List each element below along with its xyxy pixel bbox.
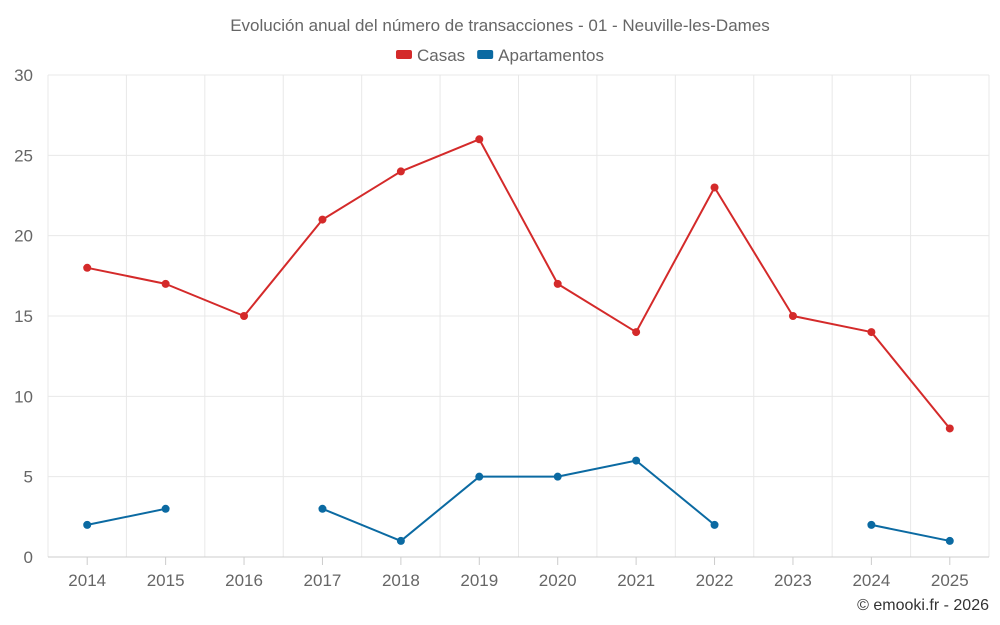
data-point[interactable] xyxy=(318,215,327,224)
y-tick-label: 25 xyxy=(14,146,33,165)
x-tick-label: 2024 xyxy=(852,571,890,590)
data-point[interactable] xyxy=(867,328,876,337)
x-tick-label: 2015 xyxy=(147,571,185,590)
series-line xyxy=(87,138,951,430)
data-point[interactable] xyxy=(475,135,484,144)
x-tick-label: 2025 xyxy=(931,571,969,590)
x-axis: 2014 2015 2016 2017 2018 2019 2020 2021 2022 2023… xyxy=(68,557,969,590)
data-point[interactable] xyxy=(553,279,562,288)
series-layer xyxy=(83,135,954,545)
series-line xyxy=(87,507,166,526)
legend: Casas Apartamentos xyxy=(395,46,604,65)
y-tick-label: 15 xyxy=(14,307,33,326)
data-point[interactable] xyxy=(553,472,562,481)
data-point[interactable] xyxy=(632,456,641,465)
data-point[interactable] xyxy=(396,167,405,176)
x-tick-label: 2022 xyxy=(696,571,734,590)
x-tick-label: 2019 xyxy=(460,571,498,590)
data-point[interactable] xyxy=(945,536,954,545)
data-point[interactable] xyxy=(867,520,876,529)
data-point[interactable] xyxy=(240,312,249,320)
legend-item-casas[interactable]: Casas xyxy=(395,46,465,65)
data-point[interactable] xyxy=(83,263,92,272)
legend-swatch xyxy=(477,50,494,59)
data-point[interactable] xyxy=(396,536,405,545)
data-point[interactable] xyxy=(945,424,954,433)
x-tick-label: 2018 xyxy=(382,571,420,590)
x-tick-label: 2014 xyxy=(68,571,106,590)
data-point[interactable] xyxy=(83,520,92,529)
data-point[interactable] xyxy=(475,472,484,481)
series-apartamentos xyxy=(83,456,954,545)
data-point[interactable] xyxy=(788,312,797,320)
series-line xyxy=(322,459,716,542)
credit-text: © emooki.fr - 2026 xyxy=(857,597,989,614)
y-tick-label: 30 xyxy=(14,66,33,85)
data-point[interactable] xyxy=(161,279,170,288)
data-point[interactable] xyxy=(710,520,719,529)
grid xyxy=(47,74,990,558)
data-point[interactable] xyxy=(632,328,641,337)
legend-label: Casas xyxy=(417,46,465,65)
y-tick-label: 5 xyxy=(24,468,33,487)
y-tick-label: 0 xyxy=(24,548,33,567)
data-point[interactable] xyxy=(161,504,170,513)
series-casas xyxy=(83,135,954,433)
chart-title: Evolución anual del número de transaccio… xyxy=(230,16,770,35)
y-tick-label: 20 xyxy=(14,227,33,246)
x-tick-label: 2020 xyxy=(539,571,577,590)
legend-swatch xyxy=(395,50,412,59)
data-point[interactable] xyxy=(710,183,719,192)
legend-item-apartamentos[interactable]: Apartamentos xyxy=(477,46,604,65)
x-tick-label: 2017 xyxy=(304,571,342,590)
legend-label: Apartamentos xyxy=(498,46,604,65)
x-tick-label: 2021 xyxy=(617,571,655,590)
y-axis: 0 5 10 15 20 25 30 xyxy=(14,66,33,567)
data-point[interactable] xyxy=(318,504,327,513)
series-line xyxy=(871,523,950,542)
x-tick-label: 2023 xyxy=(774,571,812,590)
x-tick-label: 2016 xyxy=(225,571,263,590)
y-tick-label: 10 xyxy=(14,387,33,406)
